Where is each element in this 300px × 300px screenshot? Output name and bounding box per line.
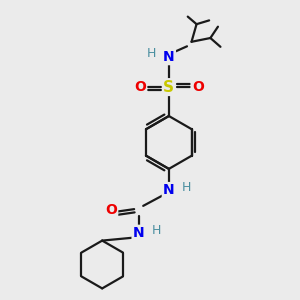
Text: N: N [133,226,145,240]
Text: H: H [152,224,161,237]
Text: N: N [163,183,175,197]
Text: O: O [105,203,117,218]
Text: N: N [163,50,175,64]
Text: H: H [182,181,191,194]
Text: H: H [147,46,156,60]
Text: O: O [192,80,204,94]
Text: S: S [164,80,174,94]
Text: O: O [134,80,146,94]
